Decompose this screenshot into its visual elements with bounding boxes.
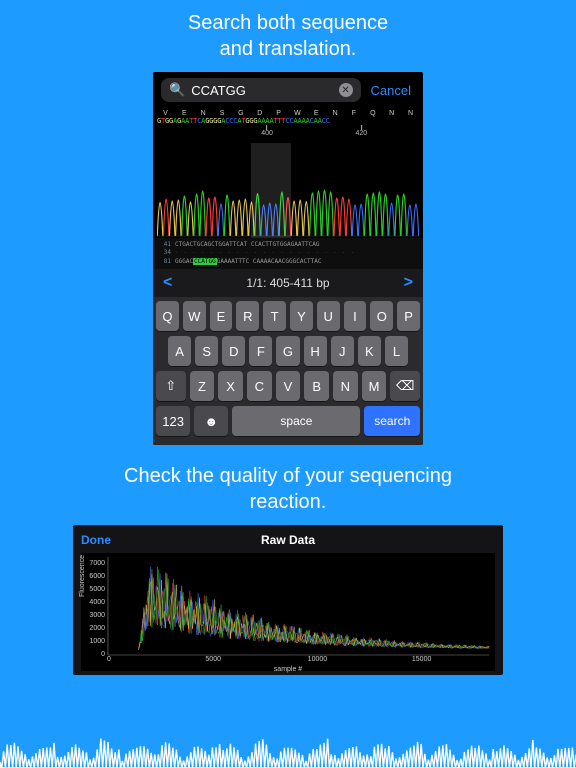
ytick: 3000 [83, 612, 105, 619]
key-o[interactable]: O [370, 301, 393, 331]
search-field[interactable]: 🔍 CCATGG ✕ [161, 78, 361, 102]
ytick: 7000 [83, 560, 105, 567]
aa-letter: F [345, 110, 362, 117]
key-c[interactable]: C [247, 371, 272, 401]
aa-letter: N [402, 110, 419, 117]
prev-match-button[interactable]: < [163, 274, 172, 292]
keyboard: QWERTYUIOP ASDFGHJKL ⇧ZXCVBNM⌫ 123 ☻ spa… [153, 297, 423, 445]
aa-letter: S [214, 110, 231, 117]
aa-letter: Q [364, 110, 381, 117]
key-i[interactable]: I [344, 301, 367, 331]
key-b[interactable]: B [304, 371, 329, 401]
aa-letter: N [195, 110, 212, 117]
match-navbar: < 1/1: 405-411 bp > [153, 269, 423, 297]
nt-row: GTGGAGAATTCAGGGGACCCATGGGAAAATTTCCAAAACA… [157, 117, 419, 125]
key-emoji[interactable]: ☻ [194, 406, 228, 436]
xtick: 10000 [308, 656, 327, 663]
position-tick: 400 [261, 125, 273, 137]
key-search[interactable]: search [364, 406, 420, 436]
clear-icon[interactable]: ✕ [339, 83, 353, 97]
key-space[interactable]: space [232, 406, 360, 436]
key-shift[interactable]: ⇧ [156, 371, 186, 401]
search-bar: 🔍 CCATGG ✕ Cancel [153, 72, 423, 108]
raw-title: Raw Data [81, 533, 495, 547]
next-match-button[interactable]: > [404, 274, 413, 292]
caption-top: Search both sequenceand translation. [0, 0, 576, 72]
raw-data-panel: Done Raw Data 0 1000 2000 3000 4000 5000 6000 7… [73, 525, 503, 675]
key-w[interactable]: W [183, 301, 206, 331]
aa-letter: E [176, 110, 193, 117]
match-highlight [251, 143, 290, 238]
key-y[interactable]: Y [290, 301, 313, 331]
key-n[interactable]: N [333, 371, 358, 401]
ytick: 6000 [83, 573, 105, 580]
key-t[interactable]: T [263, 301, 286, 331]
aa-letter: N [327, 110, 344, 117]
minimap-row: 34. . . . . . . . . . . . . . . . . . . … [157, 249, 419, 257]
x-axis-label: sample # [81, 666, 495, 673]
xtick: 15000 [412, 656, 431, 663]
key-u[interactable]: U [317, 301, 340, 331]
tick-row: 400 420 [157, 125, 419, 143]
raw-chart[interactable]: 0 1000 2000 3000 4000 5000 6000 7000 0 5000 10000 1… [81, 553, 495, 671]
aa-row: VENSGDPWENFQNN [157, 110, 419, 117]
ytick: 0 [83, 651, 105, 658]
ytick: 4000 [83, 599, 105, 606]
key-r[interactable]: R [236, 301, 259, 331]
key-j[interactable]: J [331, 336, 354, 366]
footer-wave [0, 718, 576, 768]
key-g[interactable]: G [276, 336, 299, 366]
key-x[interactable]: X [218, 371, 243, 401]
position-tick: 420 [356, 125, 368, 137]
caption-mid: Check the quality of your sequencingreac… [0, 445, 576, 525]
aa-letter: G [232, 110, 249, 117]
key-l[interactable]: L [385, 336, 408, 366]
cancel-button[interactable]: Cancel [367, 83, 415, 98]
aa-letter: V [157, 110, 174, 117]
search-icon: 🔍 [169, 82, 185, 98]
key-123[interactable]: 123 [156, 406, 190, 436]
key-v[interactable]: V [276, 371, 301, 401]
key-f[interactable]: F [249, 336, 272, 366]
phone-mock: 🔍 CCATGG ✕ Cancel VENSGDPWENFQNN GTGGAGA… [153, 72, 423, 445]
ytick: 5000 [83, 586, 105, 593]
minimap-row: 41CTGACTGCAGCTGGATTCAT CCACTTGTGGAGAATTC… [157, 241, 419, 249]
key-z[interactable]: Z [190, 371, 215, 401]
key-p[interactable]: P [397, 301, 420, 331]
search-query: CCATGG [191, 83, 332, 98]
aa-letter: N [383, 110, 400, 117]
ytick: 2000 [83, 625, 105, 632]
y-axis-label: Fluorescence [79, 555, 86, 597]
key-h[interactable]: H [304, 336, 327, 366]
key-k[interactable]: K [358, 336, 381, 366]
minimap[interactable]: 41CTGACTGCAGCTGGATTCAT CCACTTGTGGAGAATTC… [153, 238, 423, 269]
minimap-row: 81GGGACCCATGGGAAAATTTC CAAAACAACGGGCACTT… [157, 258, 419, 266]
raw-header: Done Raw Data [81, 531, 495, 549]
key-s[interactable]: S [195, 336, 218, 366]
aa-letter: D [251, 110, 268, 117]
key-a[interactable]: A [168, 336, 191, 366]
ytick: 1000 [83, 638, 105, 645]
aa-letter: W [289, 110, 306, 117]
sequence-overview: VENSGDPWENFQNN GTGGAGAATTCAGGGGACCCATGGG… [153, 108, 423, 238]
match-position: 1/1: 405-411 bp [246, 276, 329, 290]
aa-letter: P [270, 110, 287, 117]
key-m[interactable]: M [362, 371, 387, 401]
aa-letter: E [308, 110, 325, 117]
key-e[interactable]: E [210, 301, 233, 331]
xtick: 5000 [205, 656, 221, 663]
xtick: 0 [107, 656, 111, 663]
key-backspace[interactable]: ⌫ [390, 371, 420, 401]
chromatogram[interactable] [157, 143, 419, 238]
key-d[interactable]: D [222, 336, 245, 366]
key-q[interactable]: Q [156, 301, 179, 331]
